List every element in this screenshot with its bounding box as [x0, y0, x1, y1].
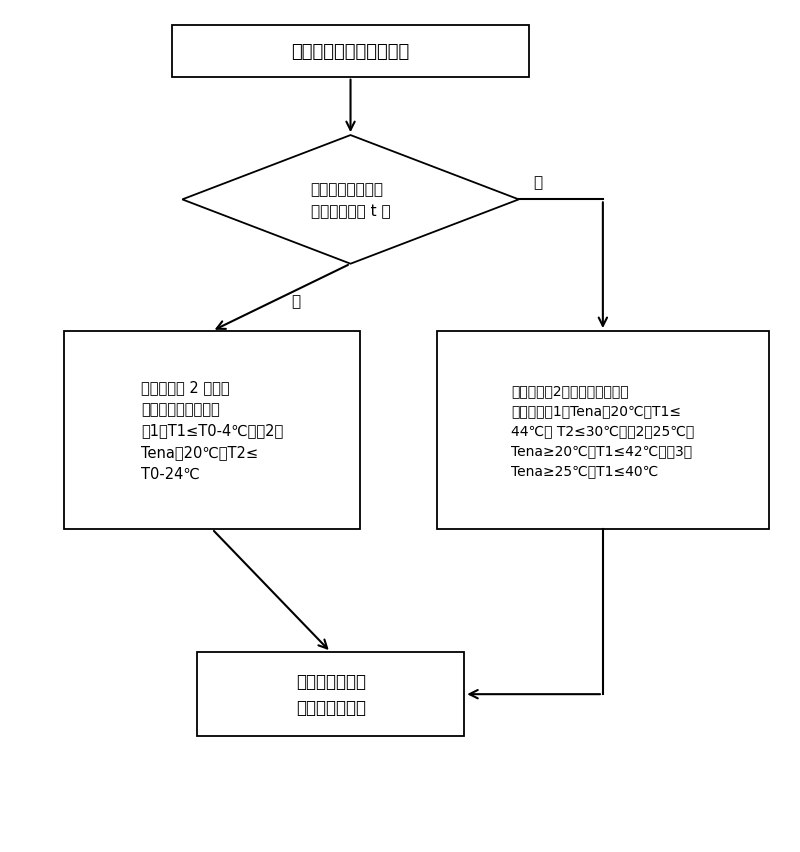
Text: 检测到连续2秒出现以下三种情
况之一：（1）Tena＜20℃，T1≤
44℃或 T2≤30℃、（2）25℃＞
Tena≥20℃，T1≤42℃或（3）
Tena≥: 检测到连续2秒出现以下三种情 况之一：（1）Tena＜20℃，T1≤ 44℃或 …: [511, 383, 694, 477]
Polygon shape: [182, 136, 518, 264]
Text: 开启分体速热式
热泵热水器制热: 开启分体速热式 热泵热水器制热: [296, 672, 366, 717]
Text: 否: 否: [534, 175, 542, 190]
Text: 有开机请求或在制热状态: 有开机请求或在制热状态: [291, 43, 410, 60]
Bar: [63, 331, 361, 529]
Text: 判断当前时间是否
在用水时间段 t 内: 判断当前时间是否 在用水时间段 t 内: [310, 181, 390, 219]
Bar: [197, 653, 464, 736]
Text: 检测到连续 2 秒出现
以下两种情况之一：
（1）T1≤T0-4℃或（2）
Tena＜20℃，T2≤
T0-24℃: 检测到连续 2 秒出现 以下两种情况之一： （1）T1≤T0-4℃或（2） Te…: [141, 380, 283, 481]
Bar: [437, 331, 769, 529]
Text: 是: 是: [291, 294, 301, 309]
Bar: [172, 26, 529, 78]
